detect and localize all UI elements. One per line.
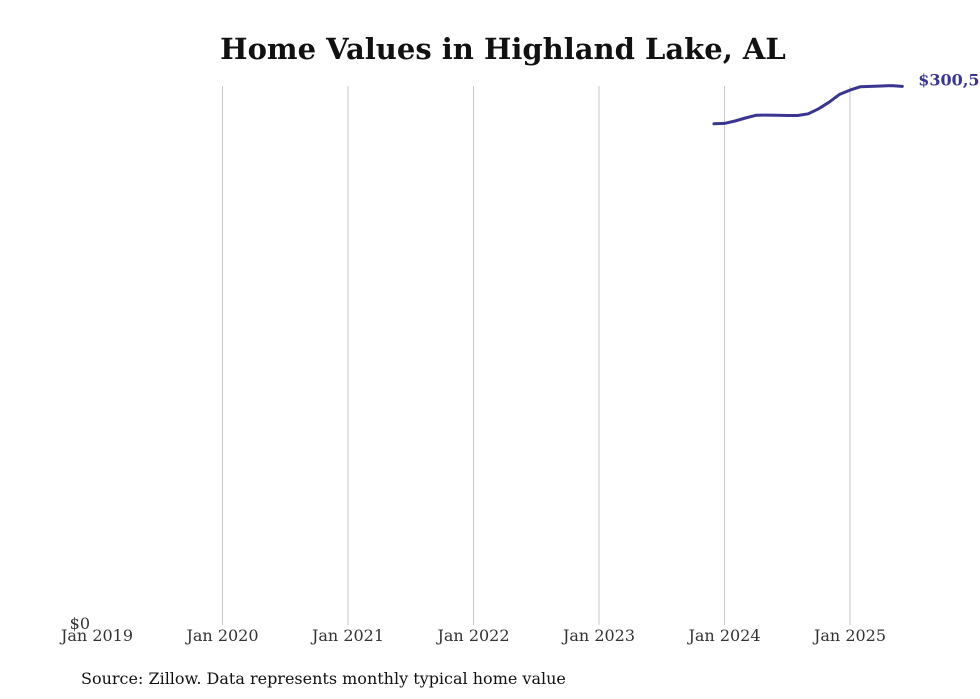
x-tick-label: Jan 2024 [686, 626, 760, 645]
x-tick-label: Jan 2021 [310, 626, 384, 645]
x-axis-ticks: Jan 2019 Jan 2020 Jan 2021 Jan 2022 Jan 2023… [59, 626, 886, 645]
chart-title: Home Values in Highland Lake, AL [220, 32, 786, 66]
x-tick-label: Jan 2022 [435, 626, 509, 645]
x-tick-label: Jan 2023 [561, 626, 635, 645]
y-axis-ticks: $0 [70, 614, 90, 633]
end-value-label: $300,52 [918, 70, 980, 89]
x-tick-label: Jan 2019 [59, 626, 133, 645]
source-note: Source: Zillow. Data represents monthly … [81, 669, 566, 688]
y-tick-label: $0 [70, 614, 90, 633]
x-tick-label: Jan 2025 [812, 626, 886, 645]
gridlines [222, 86, 851, 625]
x-tick-label: Jan 2020 [184, 626, 258, 645]
series-group [712, 84, 904, 126]
series-line [712, 84, 904, 126]
